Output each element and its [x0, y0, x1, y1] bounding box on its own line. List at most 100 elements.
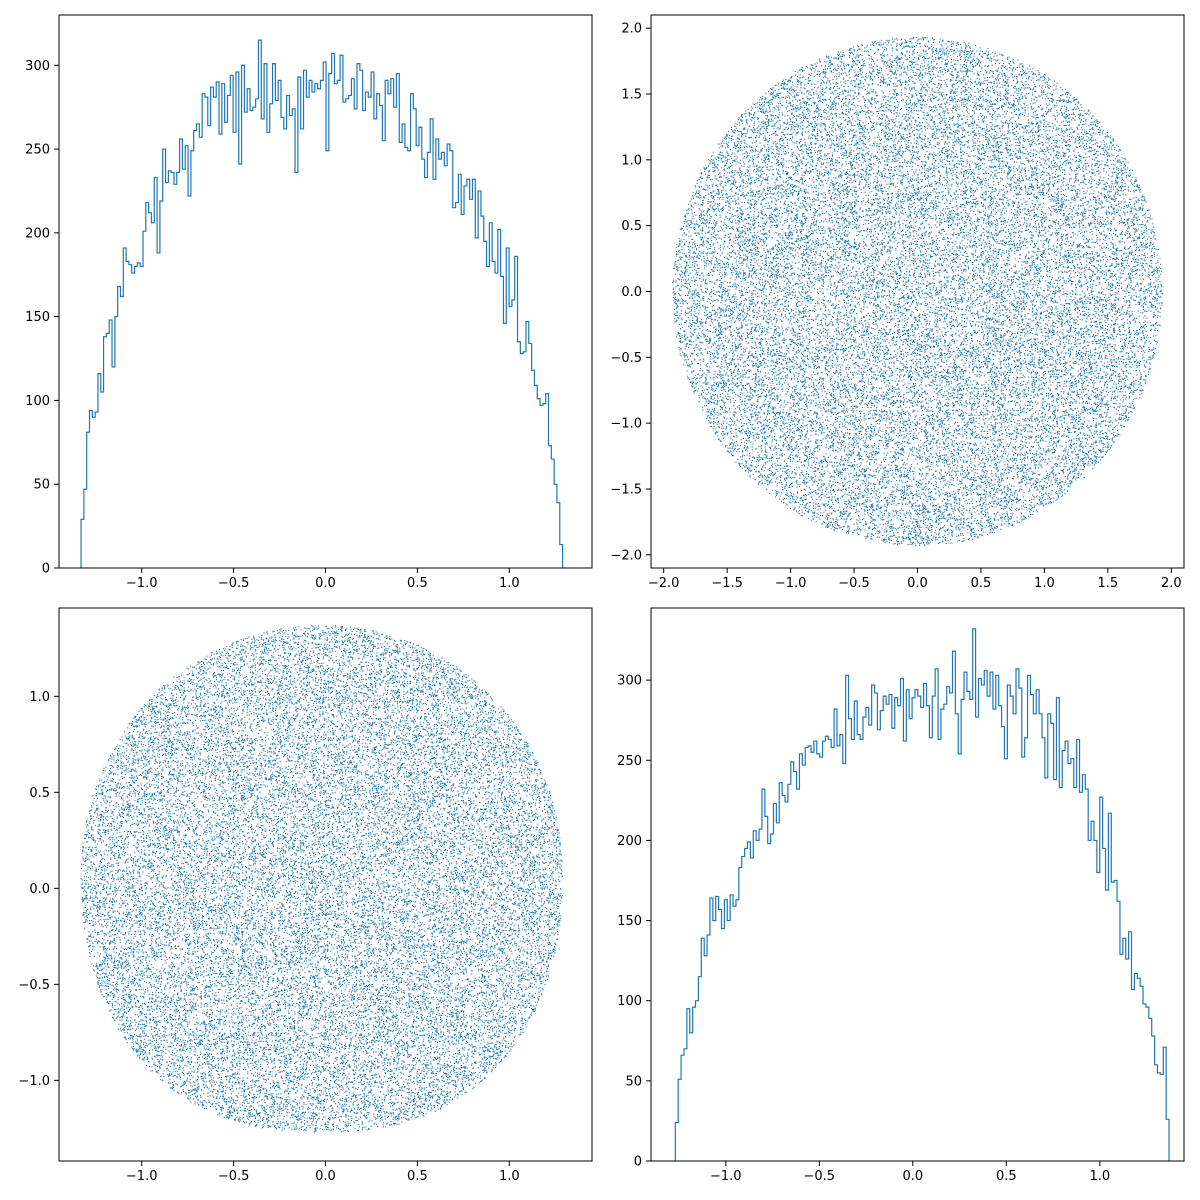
scatter-point [785, 147, 786, 148]
scatter-point [904, 529, 905, 530]
scatter-point [743, 366, 744, 367]
scatter-point [895, 311, 896, 312]
scatter-point [1099, 373, 1100, 374]
scatter-point [869, 294, 870, 295]
scatter-point [819, 269, 820, 270]
scatter-point [804, 356, 805, 357]
scatter-point [804, 381, 805, 382]
scatter-point [974, 123, 975, 124]
scatter-point [979, 374, 980, 375]
scatter-point [1068, 271, 1069, 272]
scatter-point [728, 178, 729, 179]
scatter-point [903, 331, 904, 332]
scatter-point [801, 408, 802, 409]
scatter-point [1115, 300, 1116, 301]
scatter-point [1015, 357, 1016, 358]
scatter-point [1004, 276, 1005, 277]
scatter-point [864, 387, 865, 388]
scatter-point [997, 310, 998, 311]
scatter-point [968, 265, 969, 266]
scatter-point [943, 111, 944, 112]
scatter-point [859, 491, 860, 492]
scatter-point [885, 103, 886, 104]
scatter-point [879, 124, 880, 125]
scatter-point [1064, 156, 1065, 157]
scatter-point [981, 375, 982, 376]
scatter-point [766, 102, 767, 103]
scatter-point [1149, 357, 1150, 358]
scatter-point [1081, 222, 1082, 223]
scatter-point [1031, 210, 1032, 211]
scatter-point [1030, 319, 1031, 320]
scatter-point [846, 355, 847, 356]
scatter-point [1150, 256, 1151, 257]
scatter-point [1006, 367, 1007, 368]
scatter-point [862, 492, 863, 493]
scatter-point [1020, 209, 1021, 210]
scatter-point [961, 205, 962, 206]
scatter-point [914, 437, 915, 438]
top-right-scatter-panel: −2.0 −1.5 −1.0 −0.5 0.0 0.5 1.0 1.5 2.0−2.0−1.5−… [610, 15, 1184, 591]
scatter-point [830, 301, 831, 302]
scatter-point [711, 223, 712, 224]
scatter-point [1053, 414, 1054, 415]
scatter-point [995, 385, 996, 386]
scatter-point [960, 351, 961, 352]
scatter-point [1064, 374, 1065, 375]
scatter-point [935, 210, 936, 211]
scatter-point [1020, 335, 1021, 336]
scatter-point [764, 367, 765, 368]
scatter-point [868, 382, 869, 383]
scatter-point [927, 499, 928, 500]
scatter-point [758, 427, 759, 428]
scatter-point [869, 339, 870, 340]
scatter-point [883, 378, 884, 379]
scatter-point [809, 178, 810, 179]
scatter-point [1053, 208, 1054, 209]
scatter-point [1027, 272, 1028, 273]
scatter-point [739, 405, 740, 406]
scatter-point [711, 318, 712, 319]
scatter-point [907, 297, 908, 298]
scatter-point [866, 536, 867, 537]
scatter-point [801, 190, 802, 191]
scatter-point [1068, 468, 1069, 469]
scatter-point [982, 279, 983, 280]
scatter-point [897, 337, 898, 338]
scatter-point [821, 389, 822, 390]
scatter-point [768, 404, 769, 405]
scatter-point [1007, 518, 1008, 519]
scatter-point [827, 402, 828, 403]
scatter-point [1078, 415, 1079, 416]
scatter-point [937, 406, 938, 407]
scatter-point [1115, 200, 1116, 201]
scatter-point [753, 164, 754, 165]
scatter-point [770, 407, 771, 408]
scatter-point [924, 135, 925, 136]
scatter-point [1109, 431, 1110, 432]
scatter-point [786, 178, 787, 179]
scatter-point [1051, 161, 1052, 162]
scatter-point [955, 306, 956, 307]
scatter-point [904, 434, 905, 435]
scatter-point [799, 248, 800, 249]
scatter-point [1148, 310, 1149, 311]
scatter-point [894, 94, 895, 95]
scatter-point [752, 365, 753, 366]
scatter-point [964, 181, 965, 182]
scatter-point [854, 389, 855, 390]
scatter-point [1138, 387, 1139, 388]
scatter-point [942, 239, 943, 240]
scatter-point [917, 52, 918, 53]
scatter-point [847, 283, 848, 284]
scatter-point [901, 435, 902, 436]
scatter-point [685, 314, 686, 315]
scatter-point [772, 371, 773, 372]
scatter-point [976, 231, 977, 232]
scatter-point [963, 528, 964, 529]
scatter-point [761, 233, 762, 234]
scatter-point [889, 295, 890, 296]
scatter-point [689, 312, 690, 313]
scatter-point [1035, 394, 1036, 395]
scatter-point [1037, 100, 1038, 101]
